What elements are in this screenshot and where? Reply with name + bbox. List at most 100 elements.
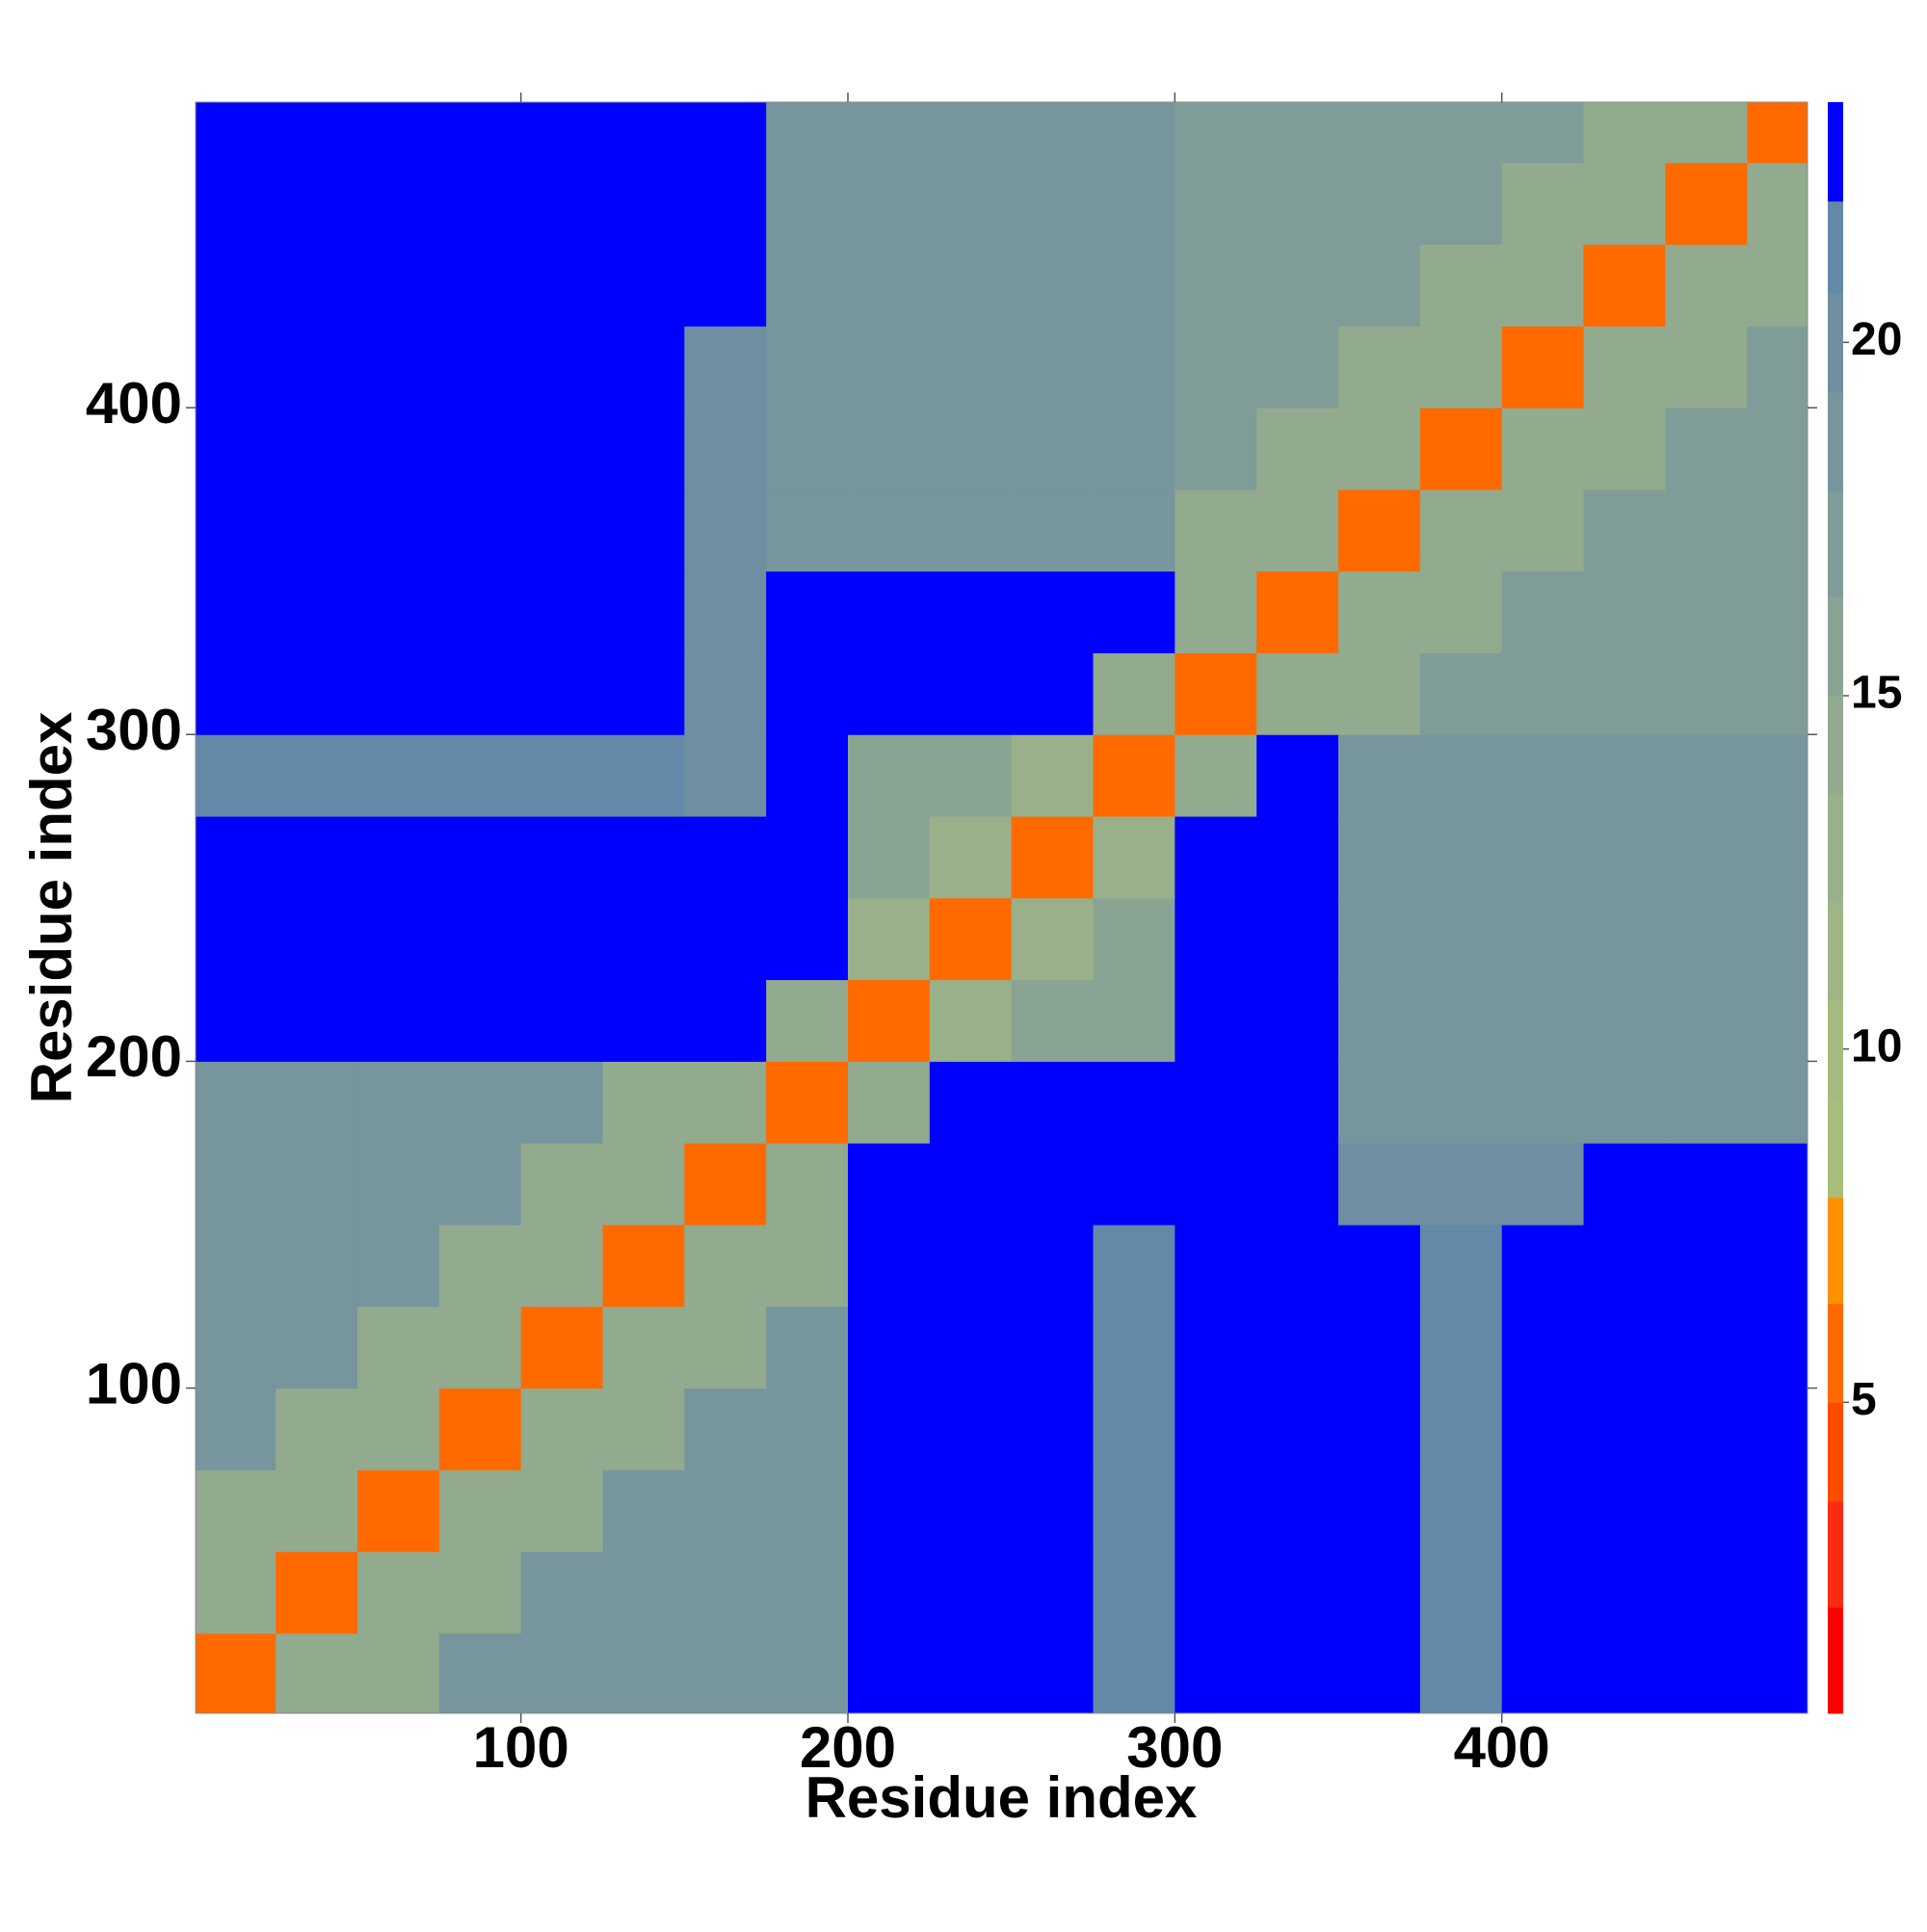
colorbar-segment [1828,200,1843,294]
y-axis-title: Residue index [19,712,84,1104]
heatmap-cell [1419,816,1503,899]
heatmap-cell [1583,489,1666,572]
heatmap-cell [1256,816,1339,899]
heatmap-cell [1338,570,1421,653]
heatmap-cell [356,1306,440,1389]
heatmap-cell [684,816,767,899]
heatmap-cell [1501,1306,1585,1389]
heatmap-cell [848,1306,931,1389]
heatmap-cell [1501,1061,1585,1144]
heatmap-cell [848,1388,931,1470]
heatmap-cell [520,570,603,653]
heatmap-cell [1747,734,1808,817]
heatmap-cell [1093,1632,1175,1714]
heatmap-cell [1665,162,1748,246]
heatmap-cell [929,652,1013,735]
heatmap-cell [1747,816,1808,899]
heatmap-cell [848,162,931,246]
heatmap-cell [1583,652,1666,735]
heatmap-cell [1665,816,1748,899]
heatmap-cell [848,816,931,899]
heatmap-cell [1419,162,1503,246]
heatmap-cell [684,1632,767,1714]
heatmap-cell [848,979,931,1062]
heatmap-cell [196,652,277,735]
heatmap-cell [602,979,685,1062]
heatmap-cell [520,162,603,246]
heatmap-cell [1419,734,1503,817]
heatmap-cell [848,408,931,490]
heatmap-cell [1583,1388,1666,1470]
heatmap-cell [766,1632,849,1714]
heatmap-cell [438,408,522,490]
heatmap-cell [1093,652,1175,735]
heatmap-cell [1093,1306,1175,1389]
heatmap-cell [438,652,522,735]
heatmap-cell [356,1224,440,1308]
heatmap-cell [1583,326,1666,409]
heatmap-cell [929,1061,1013,1144]
heatmap-cell [196,570,277,653]
heatmap-cell [766,326,849,409]
heatmap-cell [356,408,440,490]
heatmap-cell [1419,489,1503,572]
heatmap-cell [1338,1224,1421,1308]
heatmap-cell [276,816,358,899]
heatmap-cell [520,244,603,327]
heatmap-cell [356,816,440,899]
heatmap-cell [1501,979,1585,1062]
heatmap-cell [1338,1388,1421,1470]
heatmap-cell [276,570,358,653]
heatmap-cell [520,408,603,490]
heatmap-cell [602,162,685,246]
heatmap-cell [1011,1306,1095,1389]
heatmap-cell [684,489,767,572]
heatmap-cell [1747,652,1808,735]
heatmap-cell [1093,489,1175,572]
heatmap-cell [1747,1061,1808,1144]
heatmap-cell [520,1388,603,1470]
heatmap-cell [438,1143,522,1226]
heatmap-cell [276,244,358,327]
heatmap-cell [848,1061,931,1144]
heatmap-cell [520,1224,603,1308]
heatmap-cell [438,1388,522,1470]
heatmap-cell [1011,244,1095,327]
heatmap-cell [1338,979,1421,1062]
heatmap-cell [1419,1388,1503,1470]
heatmap-cell [1175,570,1257,653]
colorbar-segment [1828,1402,1843,1502]
heatmap-cell [1011,1061,1095,1144]
heatmap-cell [1501,1551,1585,1634]
heatmap-cell [766,1469,849,1552]
heatmap-cell [684,979,767,1062]
heatmap-cell [1583,816,1666,899]
heatmap-cell [766,408,849,490]
heatmap-cell [1747,489,1808,572]
heatmap-cell [276,1469,358,1552]
heatmap-cell [1011,489,1095,572]
colorbar-segment [1828,1303,1843,1403]
colorbar-segment [1828,1098,1843,1199]
heatmap-cell [1747,1224,1808,1308]
heatmap-cell [1338,408,1421,490]
heatmap-cell [1501,1469,1585,1552]
heatmap-cell [356,979,440,1062]
heatmap-cell [1419,1224,1503,1308]
heatmap-cell [602,102,685,164]
heatmap-cell [766,979,849,1062]
heatmap-cell [684,102,767,164]
heatmap-cell [602,244,685,327]
heatmap-cell [1419,244,1503,327]
colorbar-segment [1828,293,1843,393]
heatmap-cell [848,1224,931,1308]
heatmap-cell [848,1632,931,1714]
heatmap-cell [356,1143,440,1226]
heatmap-cell [356,734,440,817]
heatmap-cell [276,734,358,817]
heatmap-cell [356,897,440,981]
heatmap-cell [1665,1469,1748,1552]
heatmap-cell [1093,979,1175,1062]
heatmap-cell [520,1469,603,1552]
heatmap-cell [276,162,358,246]
